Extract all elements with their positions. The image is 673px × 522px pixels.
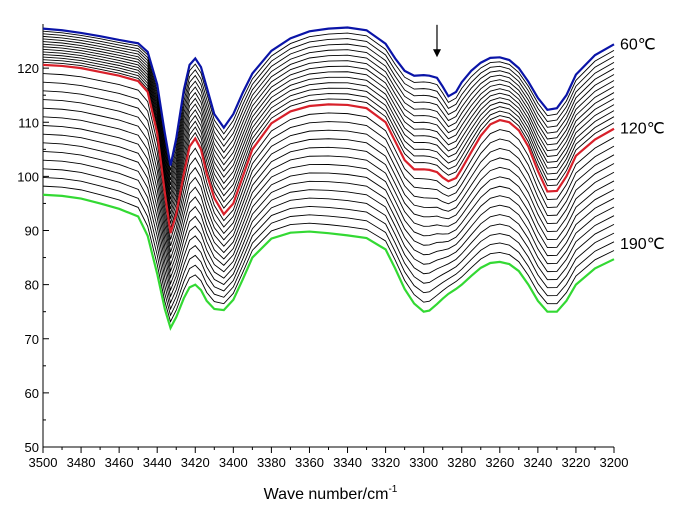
intermediate-curve xyxy=(42,41,615,190)
y-tick-label: 80 xyxy=(25,278,39,293)
x-tick-label: 3400 xyxy=(219,455,248,470)
x-tick-label: 3500 xyxy=(29,455,58,470)
x-tick-label: 3420 xyxy=(181,455,210,470)
series-190c-line xyxy=(42,193,615,331)
intermediate-curve xyxy=(42,151,615,298)
series-60c-line xyxy=(42,26,615,166)
intermediate-curve xyxy=(42,185,615,323)
x-tick-label: 3280 xyxy=(447,455,476,470)
intermediate-curve xyxy=(42,177,615,317)
arrow-head xyxy=(432,49,441,58)
intermediate-curve xyxy=(42,46,615,200)
x-tick-label: 3440 xyxy=(143,455,172,470)
x-tick-label: 3380 xyxy=(257,455,286,470)
y-tick-label: 100 xyxy=(17,169,39,184)
x-axis: 3500 3480 3460 3440 3420 3400 3380 3360 3340 3320… xyxy=(29,447,629,470)
x-axis-title-main: Wave number/cm xyxy=(264,486,389,503)
x-tick-label: 3220 xyxy=(561,455,590,470)
intermediate-curve xyxy=(42,142,615,292)
intermediate-curve xyxy=(42,51,615,210)
intermediate-curve xyxy=(42,43,615,195)
y-axis: 50 60 70 80 90 100 110 120 xyxy=(17,61,49,455)
intermediate-curve xyxy=(42,90,615,253)
spectra-curves xyxy=(42,26,615,331)
label-60c: 60℃ xyxy=(620,36,656,53)
intermediate-curve xyxy=(42,116,615,273)
x-axis-title: Wave number/cm-1 xyxy=(264,484,398,503)
x-tick-label: 3460 xyxy=(105,455,134,470)
intermediate-curve xyxy=(42,48,615,205)
intermediate-curve xyxy=(42,81,615,246)
intermediate-curve xyxy=(42,73,615,240)
intermediate-curve xyxy=(42,168,615,311)
x-tick-label: 3480 xyxy=(67,455,96,470)
intermediate-curve xyxy=(42,133,615,286)
intermediate-curve xyxy=(42,54,615,214)
x-tick-label: 3200 xyxy=(600,455,629,470)
y-tick-label: 50 xyxy=(25,440,39,455)
x-tick-label: 3260 xyxy=(485,455,514,470)
x-tick-label: 3340 xyxy=(333,455,362,470)
intermediate-curve xyxy=(42,33,615,176)
y-tick-label: 120 xyxy=(17,61,39,76)
x-tick-label: 3240 xyxy=(523,455,552,470)
y-tick-label: 110 xyxy=(18,115,39,130)
intermediate-curve xyxy=(42,99,615,259)
intermediate-curve xyxy=(42,159,615,305)
label-190c: 190℃ xyxy=(620,236,665,253)
intermediate-curve xyxy=(42,125,615,280)
y-tick-label: 60 xyxy=(25,386,39,401)
x-tick-label: 3300 xyxy=(409,455,438,470)
intermediate-curve xyxy=(42,35,615,181)
x-tick-label: 3360 xyxy=(295,455,324,470)
intermediate-curve xyxy=(42,107,615,267)
y-tick-label: 90 xyxy=(25,224,39,239)
y-tick-label: 70 xyxy=(25,332,39,347)
x-axis-title-superscript: -1 xyxy=(388,484,397,495)
label-120c: 120℃ xyxy=(620,121,665,138)
intermediate-curve xyxy=(42,56,615,219)
x-tick-label: 3320 xyxy=(371,455,400,470)
intermediate-curve xyxy=(42,38,615,185)
annotations: 60℃ 120℃ 190℃ xyxy=(432,24,665,253)
intermediate-curve xyxy=(42,59,615,224)
series-120c-line xyxy=(42,63,615,234)
